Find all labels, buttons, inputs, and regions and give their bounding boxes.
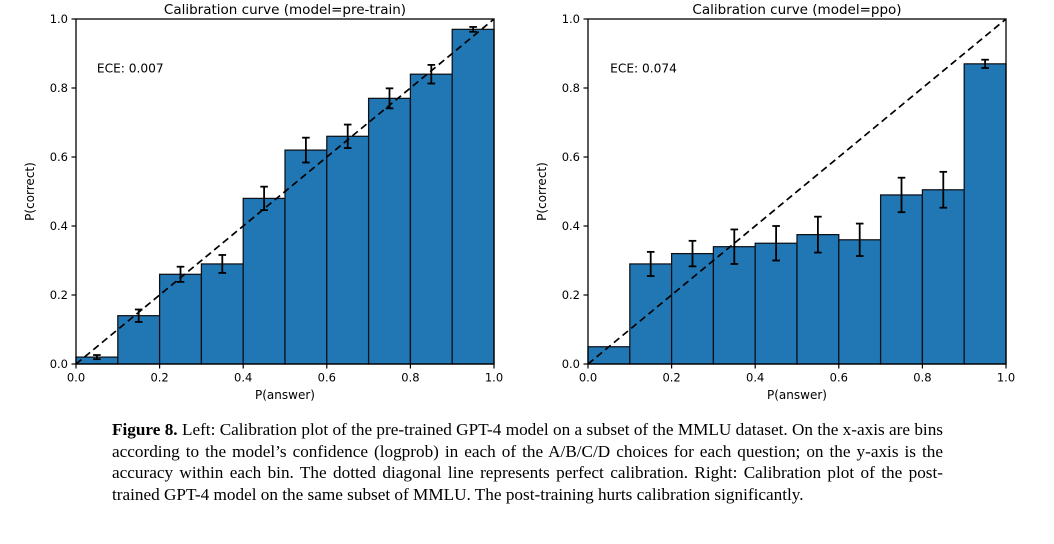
y-tick-label: 1.0 <box>562 12 580 26</box>
error-bar <box>469 26 477 33</box>
calibration-bar <box>838 239 882 365</box>
calibration-bar <box>796 234 840 365</box>
calibration-chart-pretrain: 0.0 0.2 0.4 0.6 0.8 1.0 0.0 0.2 0.4 0.6 0.8 1.0 Cali… <box>23 2 503 402</box>
x-axis-label: P(answer) <box>255 388 315 402</box>
perfect-calibration-line <box>587 18 1007 365</box>
y-axis-label: P(correct) <box>535 162 549 221</box>
error-bar <box>134 308 143 323</box>
x-tick-label: 0.4 <box>746 371 764 385</box>
error-bar <box>939 170 948 209</box>
x-tick-label: 0.0 <box>67 371 85 385</box>
calibration-bar <box>158 273 203 365</box>
x-tick-label: 0.8 <box>913 371 931 385</box>
error-bar <box>385 87 394 110</box>
figure-caption: Figure 8. Left: Calibration plot of the … <box>112 419 943 506</box>
calibration-bar <box>200 263 244 365</box>
y-tick-label: 1.0 <box>50 12 68 26</box>
calibration-bar <box>921 189 965 365</box>
error-bar <box>730 228 739 265</box>
y-tick-label: 0.0 <box>562 357 580 371</box>
y-tick-label: 0.6 <box>50 150 68 164</box>
calibration-bar <box>670 252 715 365</box>
charts-row: 0.0 0.2 0.4 0.6 0.8 1.0 0.0 0.2 0.4 0.6 0.8 1.0 Cali… <box>23 2 1015 402</box>
error-bar <box>302 136 310 164</box>
error-bar <box>646 250 655 277</box>
calibration-bar <box>117 315 161 365</box>
x-tick-label: 1.0 <box>997 371 1015 385</box>
y-tick-label: 0.4 <box>562 219 580 233</box>
calibration-bar <box>587 346 631 365</box>
y-tick-label: 0.8 <box>562 81 580 95</box>
x-tick-label: 0.2 <box>150 371 168 385</box>
calibration-bar <box>451 28 495 365</box>
calibration-bar <box>629 263 673 365</box>
error-bar <box>897 176 906 214</box>
y-axis-label: P(correct) <box>23 162 37 221</box>
y-tick-label: 0.2 <box>562 288 580 302</box>
perfect-calibration-line <box>75 18 495 365</box>
calibration-bar <box>879 194 924 365</box>
error-bar <box>218 254 227 274</box>
error-bar <box>427 63 436 85</box>
x-tick-label: 0.4 <box>234 371 252 385</box>
calibration-chart-ppo: 0.0 0.2 0.4 0.6 0.8 1.0 0.0 0.2 0.4 0.6 0.8 1.0 Cali… <box>535 2 1015 402</box>
x-tick-label: 0.6 <box>830 371 848 385</box>
chart-title: Calibration curve (model=pre-train) <box>164 2 406 18</box>
ece-annotation: ECE: 0.007 <box>97 61 164 75</box>
x-tick-label: 0.2 <box>662 371 680 385</box>
error-bar <box>688 239 697 268</box>
chart-title: Calibration curve (model=ppo) <box>692 2 901 18</box>
x-axis-label: P(answer) <box>767 388 827 402</box>
caption-figure-label: Figure 8. <box>112 420 178 439</box>
error-bar <box>981 58 989 69</box>
x-tick-label: 0.8 <box>401 371 419 385</box>
calibration-bar <box>963 63 1007 365</box>
calibration-bar <box>754 242 798 365</box>
y-tick-label: 0.8 <box>50 81 68 95</box>
x-tick-label: 1.0 <box>485 371 503 385</box>
error-bar <box>855 222 864 257</box>
y-tick-label: 0.4 <box>50 219 68 233</box>
caption-text: Left: Calibration plot of the pre-traine… <box>112 420 943 505</box>
error-bar <box>176 265 185 283</box>
x-tick-label: 0.0 <box>579 371 597 385</box>
y-tick-label: 0.0 <box>50 357 68 371</box>
y-tick-label: 0.6 <box>562 150 580 164</box>
plot-frame <box>587 18 1007 365</box>
calibration-bar <box>326 135 370 365</box>
error-bar <box>93 354 101 361</box>
plot-frame <box>75 18 495 365</box>
calibration-bar <box>242 197 286 365</box>
error-bar <box>343 123 352 149</box>
calibration-bar <box>409 73 453 365</box>
calibration-bar <box>367 97 412 365</box>
y-tick-label: 0.2 <box>50 288 68 302</box>
x-tick-label: 0.6 <box>318 371 336 385</box>
error-bar <box>814 215 822 254</box>
error-bar <box>260 185 268 212</box>
calibration-bar <box>284 149 328 365</box>
error-bar <box>772 225 780 262</box>
ece-annotation: ECE: 0.074 <box>610 61 677 75</box>
